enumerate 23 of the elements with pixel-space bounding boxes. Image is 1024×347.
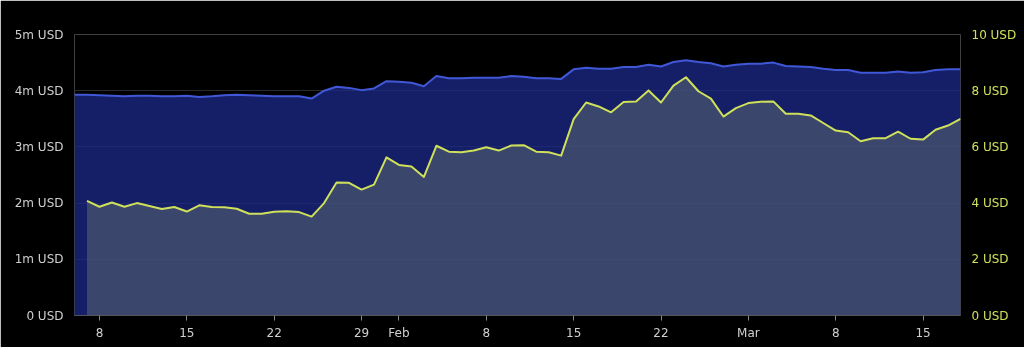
x-tick-label: 22 — [653, 325, 669, 340]
y-tick-label: 5m USD — [14, 27, 64, 42]
y-tick-label: 4m USD — [14, 83, 64, 98]
y2-tick-label: 10 USD — [971, 27, 1017, 42]
y-tick-label: 1m USD — [14, 252, 64, 267]
y2-tick-label: 4 USD — [971, 196, 1009, 211]
y2-tick-label: 6 USD — [971, 139, 1009, 154]
x-tick-label: 15 — [179, 325, 195, 340]
x-tick-label: 15 — [566, 325, 582, 340]
y2-tick-label: 8 USD — [971, 83, 1009, 98]
x-tick-label: 29 — [353, 325, 370, 340]
y-tick-label: 3m USD — [14, 139, 64, 154]
y2-tick-label: 0 USD — [971, 308, 1009, 323]
y-tick-label: 2m USD — [14, 196, 64, 211]
x-tick-label: Feb — [388, 325, 410, 340]
x-tick-label: 8 — [482, 325, 491, 340]
x-tick-label: 22 — [266, 325, 282, 340]
x-tick-label: 15 — [915, 325, 931, 340]
y-tick-label: 0 USD — [26, 308, 64, 323]
y2-tick-label: 2 USD — [971, 252, 1009, 267]
x-tick-label: 8 — [831, 325, 840, 340]
x-tick-label: 8 — [95, 325, 104, 340]
x-tick-label: Mar — [737, 325, 760, 340]
